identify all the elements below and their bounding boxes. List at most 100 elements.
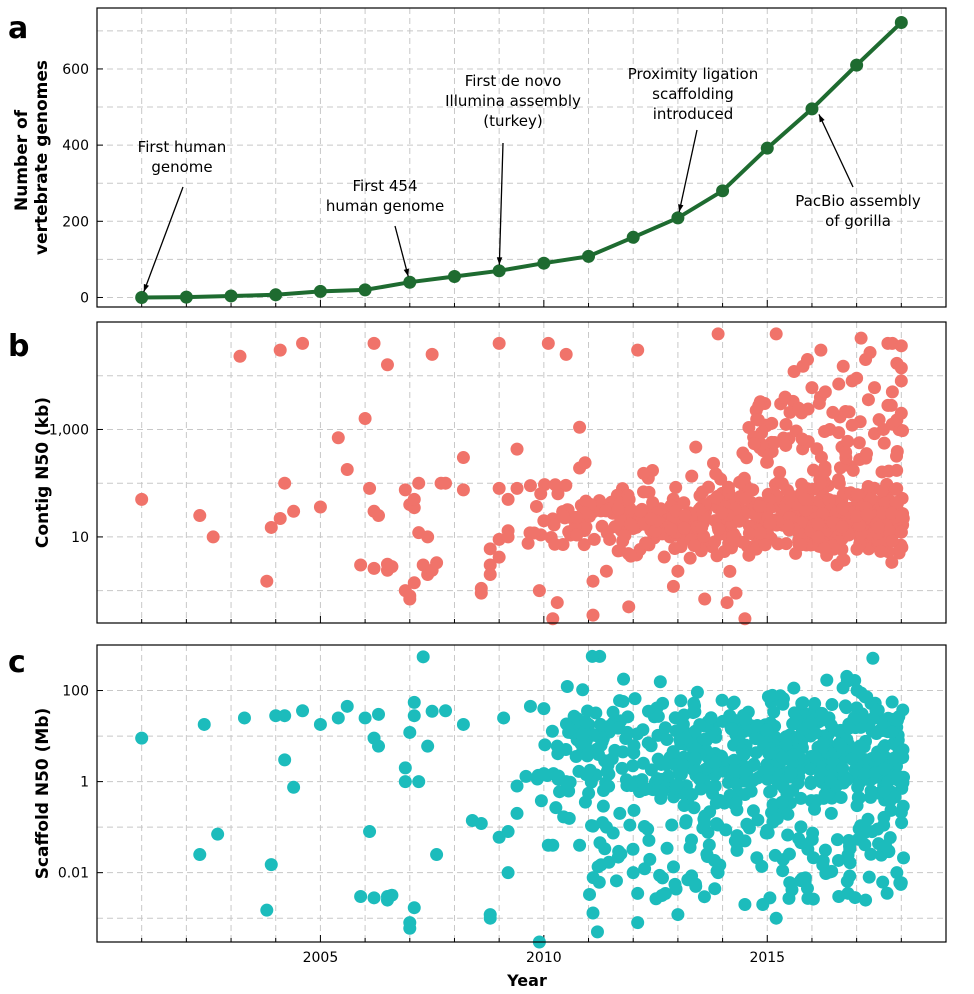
data-point [550,596,564,610]
data-point [850,542,864,556]
data-point [732,514,746,528]
data-point [287,504,301,518]
data-point [835,502,849,516]
data-point [753,526,767,540]
data-point [881,398,895,412]
data-point [669,480,683,494]
data-point [237,711,251,725]
data-point [779,438,793,452]
data-point [776,864,790,878]
data-point [842,834,856,848]
data-point [692,772,706,786]
data-point [354,558,368,572]
data-point [836,761,850,775]
data-point [818,464,832,478]
data-point [872,413,886,427]
data-point [287,780,301,794]
data-point [483,558,497,572]
data-point [808,750,822,764]
data-point [620,725,634,739]
data-point [848,891,862,905]
data-point [592,875,606,889]
data-point [591,747,605,761]
data-point [519,769,533,783]
data-point [794,791,808,805]
data-point [135,492,149,506]
data-point [497,711,511,725]
data-point [894,876,908,890]
data-point [859,893,873,907]
data-point [643,852,657,866]
data-point [363,825,377,839]
data-point [264,858,278,872]
data-point [193,848,207,862]
data-point [537,702,551,716]
data-point [523,479,537,493]
data-point [548,537,562,551]
data-point [683,840,697,854]
data-point [626,866,640,880]
data-point [573,420,587,434]
data-point [637,466,651,480]
data-point [747,757,761,771]
data-point [721,480,735,494]
data-point [626,842,640,856]
data-point [751,813,765,827]
data-point [671,564,685,578]
data-point [367,561,381,575]
data-point [742,526,756,540]
panel-letter-a: a [8,11,28,46]
data-point [816,507,830,521]
data-point [729,777,743,791]
data-point [587,532,601,546]
data-point [264,520,278,534]
data-point [403,275,417,289]
data-point [727,763,741,777]
annotation-label: First human genome [138,138,227,176]
data-point [269,709,283,723]
data-point [770,812,784,826]
data-point [456,717,470,731]
data-point [585,649,599,663]
data-point [862,870,876,884]
data-point [615,761,629,775]
data-point [403,725,417,739]
data-point [749,732,763,746]
data-point [644,512,658,526]
data-point [586,574,600,588]
annotation-label: First de novo Illumina assembly (turkey) [445,72,581,130]
data-point [882,464,896,478]
data-point [871,822,885,836]
data-point [697,890,711,904]
data-point [876,875,890,889]
data-point [868,381,882,395]
data-point [804,716,818,730]
data-point [711,866,725,880]
data-point [599,820,613,834]
data-point [624,549,638,563]
data-point [710,549,724,563]
data-point [880,886,894,900]
annotation-label: Proximity ligation scaffolding introduced [628,65,758,123]
data-point [474,817,488,831]
y-tick-label: 600 [62,62,89,78]
data-point [759,826,773,840]
data-point [372,509,386,523]
data-point [690,685,704,699]
data-point [412,775,426,789]
data-point [559,347,573,361]
data-point [655,871,669,885]
data-point [529,499,543,513]
data-point [260,574,274,588]
panel-a-frame [96,7,947,308]
data-point [683,551,697,565]
data-point [767,705,781,719]
data-point [861,393,875,407]
data-point [661,769,675,783]
data-point [709,491,723,505]
data-point [483,911,497,925]
data-point [698,816,712,830]
data-point [716,184,730,198]
panel-a-ylabel-line2: vertebrate genomes [32,60,52,255]
